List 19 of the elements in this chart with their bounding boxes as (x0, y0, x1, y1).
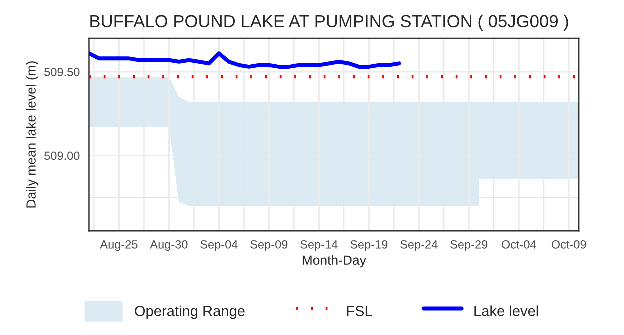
line-series (89, 52, 402, 69)
x-tick-label: Sep-19 (350, 240, 388, 252)
legend-label: Operating Range (135, 306, 245, 320)
x-tick-label: Sep-29 (450, 240, 488, 252)
x-tick-label: Sep-14 (300, 240, 338, 252)
x-tick-label: Aug-30 (150, 240, 188, 252)
y-tick-label: 509.00 (44, 152, 80, 160)
x-tick-label: Sep-09 (250, 240, 288, 252)
chart-title: BUFFALO POUND LAKE AT PUMPING STATION ( 05JG009 ) (90, 14, 568, 32)
x-tick-label: Sep-24 (400, 240, 438, 252)
legend-label: Lake level (474, 306, 538, 316)
y-axis-title: Daily mean lake level (m) (26, 62, 39, 208)
x-tick-label: Aug-25 (100, 240, 138, 252)
x-tick-label: Sep-04 (200, 240, 238, 252)
legend-label: FSL (347, 306, 372, 316)
x-tick-label: Oct-09 (552, 240, 586, 249)
y-tick-label: 509.50 (44, 68, 80, 76)
x-tick-label: Oct-04 (502, 240, 536, 249)
x-axis-title: Month-Day (302, 255, 366, 268)
